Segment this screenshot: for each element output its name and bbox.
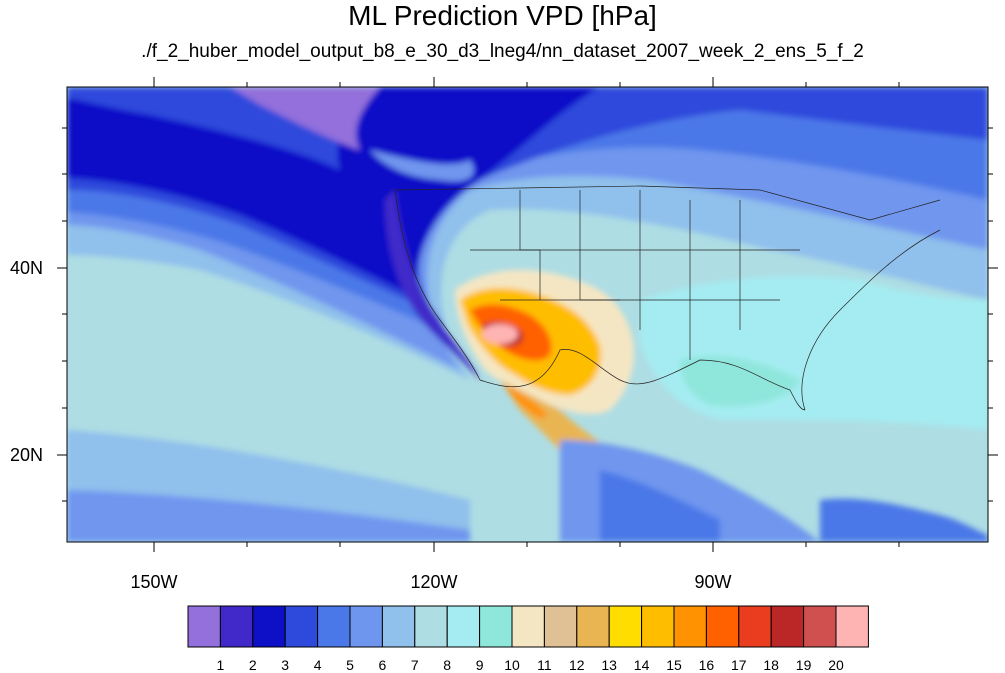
colorbar-swatch xyxy=(608,605,643,648)
map-subtitle: ./f_2_huber_model_output_b8_e_30_d3_lneg… xyxy=(141,41,864,62)
lon-label-150w: 150W xyxy=(130,572,178,592)
colorbar-tick-label: 1 xyxy=(216,657,225,673)
colorbar-tick-label: 8 xyxy=(443,657,452,673)
colorbar-tick-label: 10 xyxy=(504,657,520,673)
colorbar-swatch xyxy=(673,605,707,648)
colorbar-swatch xyxy=(187,605,221,648)
colorbar-swatch xyxy=(414,605,448,648)
colorbar-swatch xyxy=(381,605,416,648)
colorbar-tick-label: 11 xyxy=(537,657,552,673)
colorbar-tick-label: 4 xyxy=(313,657,322,673)
colorbar-tick-label: 12 xyxy=(569,657,585,673)
colorbar-tick-label: 13 xyxy=(601,657,617,673)
colorbar-swatch xyxy=(317,605,351,648)
colorbar-swatch xyxy=(770,605,805,648)
colorbar-tick-label: 19 xyxy=(795,657,812,673)
colorbar-swatch xyxy=(738,605,772,648)
colorbar-tick-label: 9 xyxy=(475,657,484,673)
colorbar-swatch xyxy=(803,605,837,648)
colorbar-swatch xyxy=(705,605,740,648)
colorbar-swatch xyxy=(252,605,286,648)
lat-label-20n: 20N xyxy=(10,445,44,465)
lon-label-90w: 90W xyxy=(694,572,732,592)
colorbar-swatch xyxy=(641,605,675,648)
map-title: ML Prediction VPD [hPa] xyxy=(348,0,657,31)
colorbar-tick-label: 16 xyxy=(698,657,715,673)
colorbar-tick-label: 3 xyxy=(281,657,290,673)
colorbar-swatch xyxy=(511,605,545,648)
colorbar-tick-label: 18 xyxy=(763,657,779,673)
colorbar-swatch xyxy=(446,605,481,648)
colorbar-tick-label: 14 xyxy=(633,657,650,673)
colorbar-tick-label: 17 xyxy=(731,657,747,673)
colorbar-tick-label: 7 xyxy=(410,657,419,673)
colorbar-swatch xyxy=(479,605,513,648)
colorbar-swatch xyxy=(835,605,869,648)
lat-label-40n: 40N xyxy=(10,258,44,278)
lon-label-120w: 120W xyxy=(410,572,458,592)
colorbar-swatch xyxy=(543,605,578,648)
colorbar-tick-label: 5 xyxy=(346,657,354,673)
colorbar-swatch xyxy=(219,605,254,648)
colorbar-tick-label: 2 xyxy=(248,657,257,673)
colorbar-swatch xyxy=(349,605,383,648)
colorbar-tick-label: 6 xyxy=(378,657,387,673)
colorbar-tick-label: 15 xyxy=(666,657,682,673)
colorbar-swatch xyxy=(284,605,319,648)
colorbar-tick-label: 20 xyxy=(828,657,844,673)
colorbar-swatch xyxy=(576,605,610,648)
